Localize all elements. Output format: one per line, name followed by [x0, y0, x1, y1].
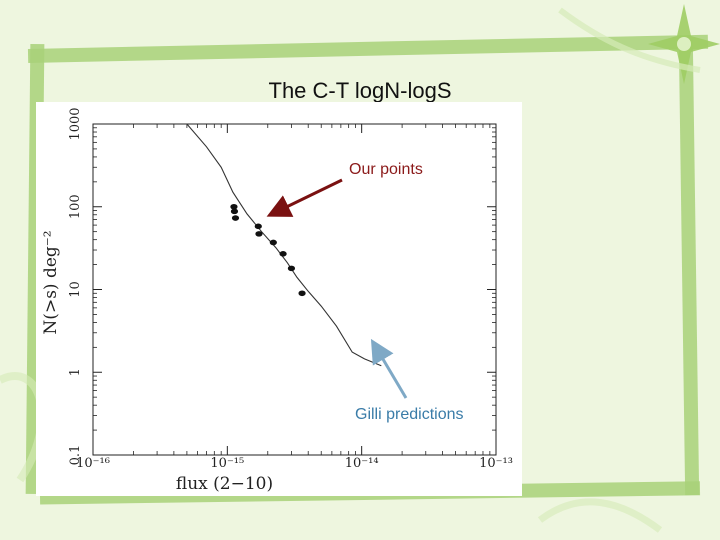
y-tick-label: 0.1: [68, 445, 83, 466]
plot-area: 10⁻¹⁶ 10⁻¹⁵ 10⁻¹⁴ 10⁻¹³ 0.1 1 10 100 1000 flux (2…: [36, 102, 522, 496]
data-point: [287, 265, 296, 272]
data-point: [269, 239, 277, 246]
star-decoration-icon: [648, 4, 720, 84]
x-tick-label: 10⁻¹⁵: [210, 456, 244, 471]
slide-title: The C-T logN-logS: [268, 78, 452, 103]
our-points-label: Our points: [349, 161, 423, 178]
y-tick-label: 1000: [68, 107, 83, 140]
x-tick-label: 10⁻¹³: [479, 456, 513, 471]
y-tick-label: 1: [68, 368, 83, 376]
data-point: [255, 231, 263, 237]
frame-right: [678, 39, 700, 496]
y-tick-label: 10: [68, 281, 83, 298]
gilli-predictions-label: Gilli predictions: [355, 406, 464, 423]
data-point: [254, 223, 262, 230]
x-tick-label: 10⁻¹⁴: [345, 456, 379, 471]
data-point: [230, 203, 238, 210]
decorative-swirl: [558, 7, 701, 73]
data-point: [279, 251, 287, 257]
x-axis-label: flux (2−10): [176, 474, 273, 494]
logn-logs-chart: 10⁻¹⁶ 10⁻¹⁵ 10⁻¹⁴ 10⁻¹³ 0.1 1 10 100 1000 flux (2…: [41, 107, 513, 494]
y-axis-label: N(>s) deg⁻²: [41, 230, 61, 334]
data-point: [231, 215, 240, 221]
data-point: [230, 208, 239, 215]
decorative-swirl: [537, 498, 663, 533]
gilli-prediction-line: [186, 123, 382, 367]
y-tick-label: 100: [68, 194, 83, 219]
data-point: [298, 290, 306, 297]
frame-top: [27, 34, 709, 63]
x-tick-label: 10⁻¹⁶: [76, 456, 110, 471]
